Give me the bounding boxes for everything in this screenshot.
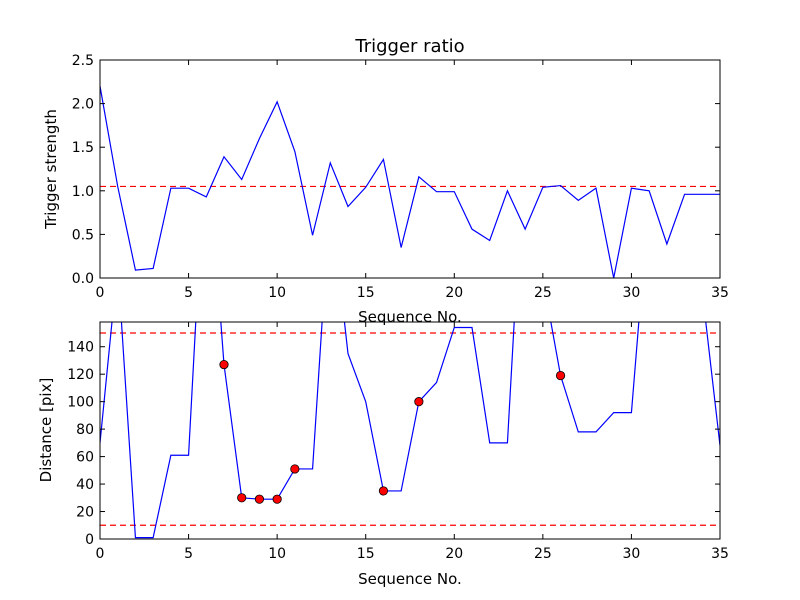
x-tick-label: 25 (534, 285, 552, 301)
x-axis-label: Sequence No. (358, 308, 462, 326)
trigger-ratio-chart: 0 5 10 15 20 25 30 35 0.0 0.5 1.0 1.5 2.0 2.5 Trigger… (42, 36, 729, 326)
y-axis-label: Distance [pix] (37, 378, 55, 483)
x-tick-label: 5 (184, 546, 193, 562)
y-tick-label: 100 (67, 395, 94, 411)
y-tick-label: 20 (76, 505, 94, 521)
y-tick-label: 120 (67, 367, 94, 383)
y-axis-label: Trigger strength (42, 109, 60, 230)
x-tick-label: 20 (445, 285, 463, 301)
x-tick-label: 25 (534, 546, 552, 562)
chart-title: Trigger ratio (354, 36, 464, 57)
y-tick-label: 60 (76, 450, 94, 466)
y-tick-label: 2.0 (72, 97, 94, 113)
data-point-marker (555, 370, 566, 381)
y-tick-label: 1.5 (72, 140, 94, 156)
x-tick-label: 30 (623, 285, 641, 301)
data-point-marker (219, 359, 229, 370)
series-line (100, 322, 720, 539)
data-point-marker (254, 494, 265, 504)
x-tick-label: 0 (96, 546, 105, 562)
y-tick-label: 0.0 (72, 271, 94, 287)
x-tick-label: 15 (357, 285, 375, 301)
plot-frame (99, 59, 721, 279)
data-point-marker (414, 397, 424, 407)
data-point-marker (237, 493, 247, 503)
y-tick-label: 1.0 (72, 184, 94, 200)
y-tick-label: 0.5 (72, 227, 94, 243)
data-point-marker (290, 464, 300, 474)
y-tick-label: 80 (76, 422, 94, 438)
x-tick-label: 0 (96, 285, 105, 301)
x-tick-label: 5 (184, 285, 193, 301)
x-tick-label: 10 (268, 546, 286, 562)
distance-chart: 0 5 10 15 20 25 30 35 0 20 40 60 80 100 120 140 Sequenc… (37, 321, 729, 588)
y-tick-label: 40 (76, 477, 94, 493)
data-point-marker (378, 486, 389, 496)
x-tick-label: 20 (445, 546, 463, 562)
x-tick-label: 30 (623, 546, 641, 562)
y-tick-label: 2.5 (72, 53, 94, 69)
y-tick-label: 140 (67, 340, 94, 356)
x-axis-label: Sequence No. (358, 570, 462, 588)
x-tick-label: 15 (357, 546, 375, 562)
y-tick-label: 0 (85, 532, 94, 548)
x-tick-label: 10 (268, 285, 286, 301)
x-tick-label: 35 (711, 285, 729, 301)
plot-frame (99, 321, 721, 540)
x-tick-label: 35 (711, 546, 729, 562)
series-line (100, 86, 720, 278)
data-point-marker (272, 494, 282, 504)
